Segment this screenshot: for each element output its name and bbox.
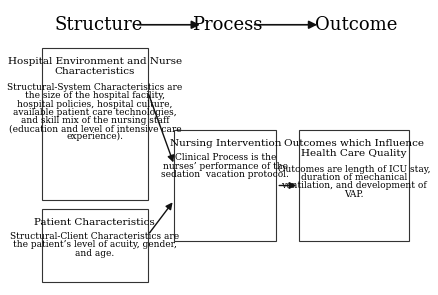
Text: Structure: Structure [54,16,143,34]
FancyBboxPatch shape [174,130,276,241]
Text: and age.: and age. [75,249,114,258]
Text: Process: Process [192,16,262,34]
Text: available patient care technologies,: available patient care technologies, [13,108,177,117]
FancyBboxPatch shape [42,209,148,282]
Text: Structural-System Characteristics are: Structural-System Characteristics are [7,83,183,92]
Text: Nursing Intervention: Nursing Intervention [170,139,281,148]
Text: Outcome: Outcome [314,16,397,34]
Text: duration of mechanical: duration of mechanical [301,173,407,182]
Text: the size of the hospital facility,: the size of the hospital facility, [25,91,165,100]
Text: and skill mix of the nursing staff: and skill mix of the nursing staff [21,116,169,125]
Text: Structural-Client Characteristics are: Structural-Client Characteristics are [10,232,180,241]
Text: Outcomes are length of ICU stay,: Outcomes are length of ICU stay, [278,165,430,174]
FancyBboxPatch shape [299,130,409,241]
Text: VAP.: VAP. [344,190,364,199]
Text: Outcomes which Influence
Health Care Quality: Outcomes which Influence Health Care Qua… [284,139,424,158]
FancyBboxPatch shape [42,48,148,200]
Text: experience).: experience). [66,132,124,141]
Text: nurses’ performance of the: nurses’ performance of the [163,162,288,171]
Text: sedation  vacation protocol.: sedation vacation protocol. [162,170,289,179]
Text: Hospital Environment and Nurse
Characteristics: Hospital Environment and Nurse Character… [8,57,182,76]
Text: the patient’s level of acuity, gender,: the patient’s level of acuity, gender, [13,240,177,250]
Text: (education and level of intensive care: (education and level of intensive care [8,124,181,133]
Text: Clinical Process is the: Clinical Process is the [175,153,276,162]
Text: ventilation, and development of: ventilation, and development of [281,181,427,190]
Text: Patient Characteristics: Patient Characteristics [35,218,155,227]
Text: hospital policies, hospital culture,: hospital policies, hospital culture, [17,100,173,109]
